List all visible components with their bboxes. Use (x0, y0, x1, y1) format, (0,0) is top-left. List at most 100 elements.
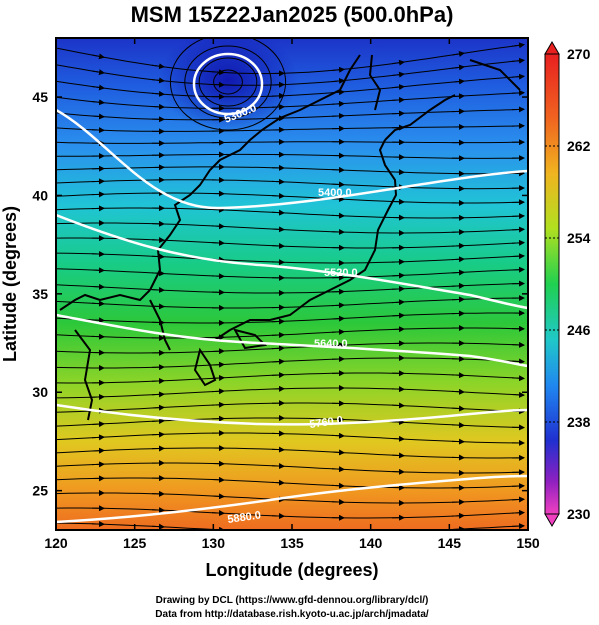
colorbar-tick-label: 262 (567, 138, 591, 154)
x-tick-label: 145 (438, 535, 462, 551)
wind-arrow (331, 66, 345, 73)
wind-arrow (331, 432, 345, 439)
wind-arrow (211, 510, 225, 517)
contour-5760 (56, 403, 528, 426)
wind-arrow (451, 78, 465, 85)
wind-arrow (511, 226, 525, 233)
contour-label-5400: 5400.0 (318, 187, 352, 199)
x-tick-label: 125 (123, 535, 147, 551)
coastline-korea-west (149, 299, 171, 351)
streamline (56, 432, 525, 444)
wind-arrow (511, 42, 525, 49)
wind-arrow (211, 493, 225, 500)
coastline-kuril (469, 59, 521, 91)
streamline (56, 342, 525, 354)
wind-arrow (152, 543, 164, 544)
wind-arrow (451, 64, 465, 71)
wind-streamlines (56, 38, 525, 544)
x-tick-label: 150 (516, 535, 540, 551)
wind-arrow (451, 372, 465, 379)
streamline (56, 153, 525, 159)
wind-arrow (391, 402, 405, 409)
wind-arrow (511, 496, 525, 503)
wind-arrow (331, 449, 345, 456)
wind-arrow (271, 242, 285, 249)
x-axis: 120 125 130 135 140 145 150 (44, 38, 540, 551)
streamline (56, 417, 525, 428)
wind-arrow (511, 57, 525, 64)
wind-arrow (391, 96, 405, 103)
coastline-sakhalin (368, 54, 382, 111)
streamline-circulation (198, 57, 258, 107)
wind-arrow (151, 417, 165, 424)
wind-arrow (271, 192, 285, 199)
wind-arrow (391, 452, 405, 459)
wind-arrow (511, 391, 525, 398)
wind-arrow (271, 209, 285, 216)
wind-arrow (271, 372, 285, 379)
streamline (56, 283, 525, 294)
wind-arrow (91, 113, 105, 120)
wind-arrow (511, 89, 525, 96)
chart-title: MSM 15Z22Jan2025 (500.0hPa) (131, 2, 454, 27)
wind-arrow (211, 361, 225, 368)
streamline (56, 252, 525, 264)
wind-arrow (511, 358, 525, 365)
wind-arrow (271, 345, 285, 352)
streamline (56, 268, 525, 279)
wind-arrow (451, 405, 465, 412)
streamline (56, 312, 525, 324)
y-tick-label: 35 (32, 286, 48, 302)
wind-arrow (511, 523, 525, 530)
y-axis-title: Latitude (degrees) (0, 206, 20, 362)
wind-arrow (91, 317, 105, 324)
wind-arrow (151, 404, 165, 411)
wind-arrow (391, 59, 405, 66)
wind-arrow (391, 84, 405, 91)
wind-arrow (271, 332, 285, 338)
wind-arrow (211, 69, 225, 76)
wind-arrow (211, 239, 225, 246)
wind-arrow (451, 256, 465, 263)
colorbar-tick-label: 246 (567, 322, 591, 338)
wind-arrow (151, 77, 165, 84)
streamline-circulation (213, 69, 243, 95)
colorbar-tick-label: 238 (567, 414, 591, 430)
temperature-field (56, 38, 528, 530)
wind-arrow (451, 388, 465, 395)
wind-arrow (451, 512, 465, 519)
wind-arrow (451, 50, 465, 57)
wind-arrow (271, 479, 285, 486)
plot-area: 5300.0 5400.0 5520.0 5640.0 5760.0 5880.… (56, 38, 528, 544)
wind-arrow (271, 463, 285, 470)
wind-arrow (331, 482, 345, 489)
streamline (56, 327, 525, 339)
coastline-china-south (74, 329, 94, 421)
wind-arrow (91, 84, 105, 91)
wind-arrow (151, 523, 165, 530)
wind-arrow (91, 99, 105, 106)
streamline (56, 237, 525, 249)
wind-arrow (151, 90, 165, 97)
wind-arrow (391, 435, 405, 442)
wind-arrow (511, 483, 525, 490)
wind-arrow (211, 388, 225, 395)
x-tick-label: 130 (202, 535, 226, 551)
coastline-china (59, 289, 151, 311)
streamline (56, 462, 525, 474)
wind-arrow (151, 237, 165, 244)
wind-arrow (511, 509, 525, 516)
wind-arrow (91, 434, 105, 441)
streamline (56, 75, 525, 98)
wind-arrow (271, 226, 285, 233)
wind-arrow (331, 315, 345, 322)
streamline (56, 372, 525, 384)
wind-arrow (331, 77, 345, 84)
x-tick-label: 135 (280, 535, 304, 551)
streamline (56, 402, 525, 413)
wind-arrow (91, 421, 105, 428)
wind-arrow (91, 267, 105, 274)
streamline (56, 179, 525, 190)
streamline (56, 108, 525, 121)
wind-arrow (151, 63, 165, 70)
